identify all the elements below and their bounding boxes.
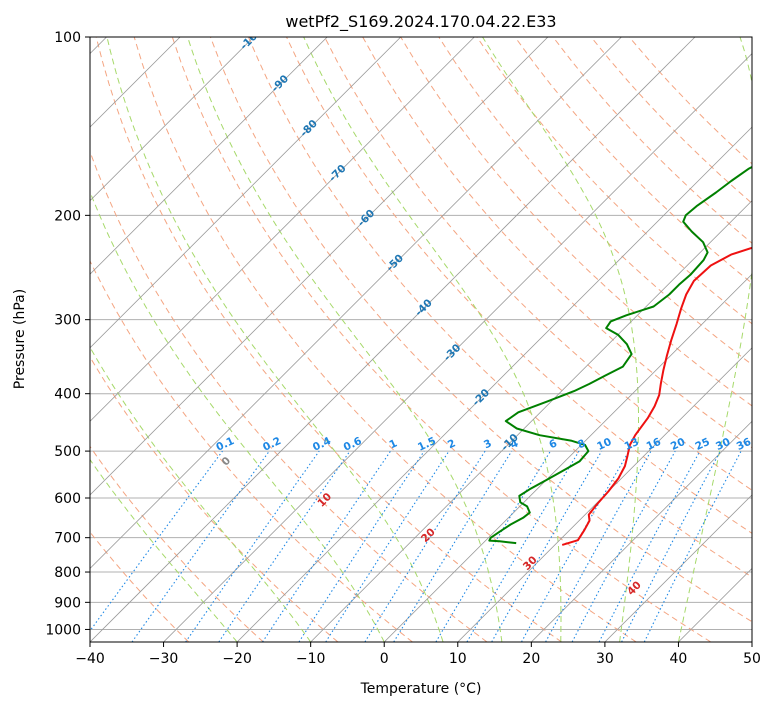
mixing-ratio-label: 10 [595,436,613,453]
mixing-ratio-label: 30 [714,436,732,453]
mixing-ratio-line [521,450,630,642]
mixing-ratio-label: 13 [623,436,641,453]
profile-lines [488,165,752,546]
y-tick-label: 100 [54,30,81,46]
x-tick-label: 20 [522,651,540,667]
isotherm [604,494,752,642]
x-tick-label: −30 [149,651,179,667]
mixing-ratio-label: 20 [669,436,687,453]
mixing-ratio-label: 25 [693,436,711,453]
x-tick-label: −40 [75,651,105,667]
y-tick-label: 400 [54,387,81,403]
dry-adiabat [286,37,752,534]
temperature-profile-line [561,246,752,546]
dry-adiabat [514,37,752,284]
dry-adiabat [90,356,339,642]
x-axis: −40 −30 −20 −10 0 10 20 30 40 50 [75,642,761,667]
mixing-ratio-label: 4 [509,437,521,451]
x-tick-label: −10 [296,651,326,667]
mixing-ratio-label: 2 [446,437,458,451]
mixing-ratio-line [298,450,425,642]
moist-adiabat [90,458,238,642]
pressure-gridlines [90,37,752,630]
x-tick-label: 40 [670,651,688,667]
isotherm [163,52,752,642]
mixing-ratio-line [325,450,450,642]
y-tick-label: 500 [54,444,81,460]
mixing-ratio-label: 16 [645,436,663,453]
dry-adiabat [324,37,752,491]
mixing-ratio-line [643,450,742,642]
y-axis-label: Pressure (hPa) [12,289,28,389]
y-tick-label: 600 [54,491,81,507]
dry-adiabat [90,259,413,642]
dry-adiabat [171,37,712,642]
dewpoint-profile-line [488,165,752,545]
isotherm [90,37,328,275]
dry-adiabat [90,445,264,642]
x-tick-label: −20 [222,651,252,667]
x-tick-label: 30 [596,651,614,667]
chart-title: wetPf2_S169.2024.170.04.22.E33 [285,12,556,32]
plot-area: 0.1 0.2 0.4 0.6 1 1.5 2 3 4 6 8 10 13 16 20 25 30 36-100-… [90,37,753,642]
y-axis: 100 200 300 400 500 600 700 800 900 1000 [45,30,90,638]
mixing-ratio-label: 8 [576,437,588,451]
mixing-ratio-label: 1 [387,437,399,451]
isotherm [531,420,752,642]
mixing-ratio-line [571,450,676,642]
y-tick-label: 200 [54,208,81,224]
moist-adiabat [303,37,562,642]
isotherm [457,347,752,642]
y-tick-label: 800 [54,565,81,581]
x-tick-label: 50 [743,651,761,667]
y-tick-label: 1000 [45,622,81,638]
mixing-ratio-line [262,450,391,642]
mixing-ratio-label: 36 [735,436,753,453]
mixing-ratio-line [218,450,351,642]
moist-adiabat [106,37,444,642]
y-tick-label: 300 [54,313,81,329]
x-tick-label: 10 [449,651,467,667]
y-tick-label: 700 [54,531,81,547]
isotherm [310,200,752,642]
mixing-ratio-lines [90,450,742,642]
dry-adiabat [209,37,752,623]
mixing-ratio-label: 3 [482,437,494,451]
isotherm [90,37,475,422]
mixing-ratio-label: 6 [547,437,559,451]
mixing-ratio-line [393,450,513,642]
plot-frame [89,36,753,643]
isotherms [90,37,752,642]
mixing-ratio-line [545,450,652,642]
dry-adiabat [133,37,637,642]
dry-adiabat [247,37,752,578]
moist-adiabat [677,37,752,642]
moist-adiabat [90,190,385,642]
dry-adiabats [90,37,752,642]
x-axis-label: Temperature (°C) [360,681,482,697]
isotherm [90,37,549,496]
mixing-ratio-line [185,450,320,642]
mixing-ratio-line [90,450,223,632]
moist-adiabat [482,37,639,642]
isotherm [90,37,696,642]
moist-adiabat [187,37,503,642]
isotherm [90,37,402,349]
y-tick-label: 900 [54,595,81,611]
isotherm [90,37,254,202]
isotherm [383,273,752,642]
isotherm [236,126,752,642]
dry-adiabat [95,37,562,642]
x-tick-label: 0 [380,651,389,667]
isotherm [90,37,622,570]
mixing-ratio-line [131,450,270,642]
